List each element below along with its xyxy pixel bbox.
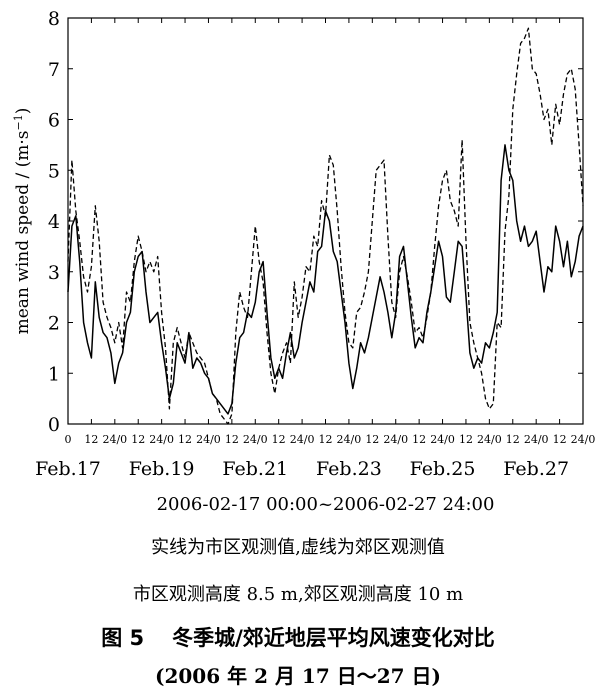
x-date-label: Feb.25 bbox=[410, 458, 476, 480]
y-axis-label: mean wind speed / (m·s−1) bbox=[12, 108, 33, 335]
x-hour-tick-label: 24/0 bbox=[430, 433, 455, 446]
y-tick-label: 2 bbox=[48, 313, 60, 335]
x-hour-tick-label: 12 bbox=[84, 433, 98, 446]
x-hour-tick-label: 12 bbox=[319, 433, 333, 446]
y-tick-label: 4 bbox=[48, 211, 60, 233]
x-hour-tick-label: 12 bbox=[365, 433, 379, 446]
y-tick-label: 0 bbox=[48, 414, 60, 436]
x-date-label: Feb.21 bbox=[222, 458, 288, 480]
x-date-label: Feb.23 bbox=[316, 458, 382, 480]
x-hour-tick-label: 24/0 bbox=[383, 433, 408, 446]
x-axis-ticks: 0 12 24/0 12 24/0 12 24/0 12 24/0 12 24/0 12 24/0 12 2… bbox=[35, 18, 595, 480]
figure-subtitle: (2006 年 2 月 17 日～27 日) bbox=[155, 664, 441, 688]
x-hour-tick-label: 24/0 bbox=[102, 433, 127, 446]
x-hour-tick-label: 12 bbox=[459, 433, 473, 446]
y-tick-label: 3 bbox=[48, 262, 60, 284]
x-hour-tick-label: 12 bbox=[178, 433, 192, 446]
y-tick-label: 7 bbox=[48, 59, 60, 81]
figure-label: 图 5 bbox=[101, 626, 145, 650]
plot-frame bbox=[67, 17, 584, 425]
x-hour-tick-label: 24/0 bbox=[243, 433, 268, 446]
x-hour-tick-label: 24/0 bbox=[149, 433, 174, 446]
urban-series-line bbox=[67, 144, 584, 415]
y-tick-label: 5 bbox=[48, 160, 60, 182]
x-hour-tick-label: 24/0 bbox=[196, 433, 221, 446]
measurement-height-note: 市区观测高度 8.5 m,郊区观测高度 10 m bbox=[132, 584, 464, 605]
figure-title-text: 冬季城/郊近地层平均风速变化对比 bbox=[172, 626, 495, 650]
x-hour-tick-label: 12 bbox=[225, 433, 239, 446]
x-date-label: Feb.19 bbox=[129, 458, 195, 480]
figure-title: 图 5 冬季城/郊近地层平均风速变化对比 bbox=[0, 622, 596, 652]
x-hour-tick-label: 24/0 bbox=[524, 433, 549, 446]
x-hour-tick-label: 12 bbox=[506, 433, 520, 446]
legend-note: 实线为市区观测值,虚线为郊区观测值 bbox=[151, 537, 445, 558]
x-hour-tick-label: 24/0 bbox=[290, 433, 315, 446]
x-hour-tick-label: 12 bbox=[272, 433, 286, 446]
y-axis-label-superscript: −1 bbox=[12, 114, 25, 130]
y-axis-ticks: 0 1 2 3 4 5 6 7 8 bbox=[48, 8, 583, 436]
x-hour-tick-label: 24/0 bbox=[337, 433, 362, 446]
x-hour-tick-label: 12 bbox=[553, 433, 567, 446]
y-tick-label: 1 bbox=[48, 363, 60, 385]
x-hour-tick-label: 24/0 bbox=[477, 433, 502, 446]
x-axis-label: 2006-02-17 00:00~2006-02-27 24:00 bbox=[157, 494, 495, 515]
x-hour-tick-label: 12 bbox=[131, 433, 145, 446]
y-axis-label-main: mean wind speed / (m·s bbox=[13, 130, 33, 334]
x-date-label: Feb.27 bbox=[503, 458, 569, 480]
suburban-series-line bbox=[67, 27, 584, 425]
y-tick-label: 6 bbox=[48, 110, 60, 132]
y-tick-label: 8 bbox=[48, 8, 60, 30]
x-hour-tick-label: 12 bbox=[412, 433, 426, 446]
x-hour-tick-label: 24/0 bbox=[571, 433, 596, 446]
series-lines bbox=[67, 27, 584, 425]
x-hour-tick-label: 0 bbox=[65, 433, 72, 446]
y-axis-label-tail: ) bbox=[13, 108, 33, 115]
x-date-label: Feb.17 bbox=[35, 458, 101, 480]
